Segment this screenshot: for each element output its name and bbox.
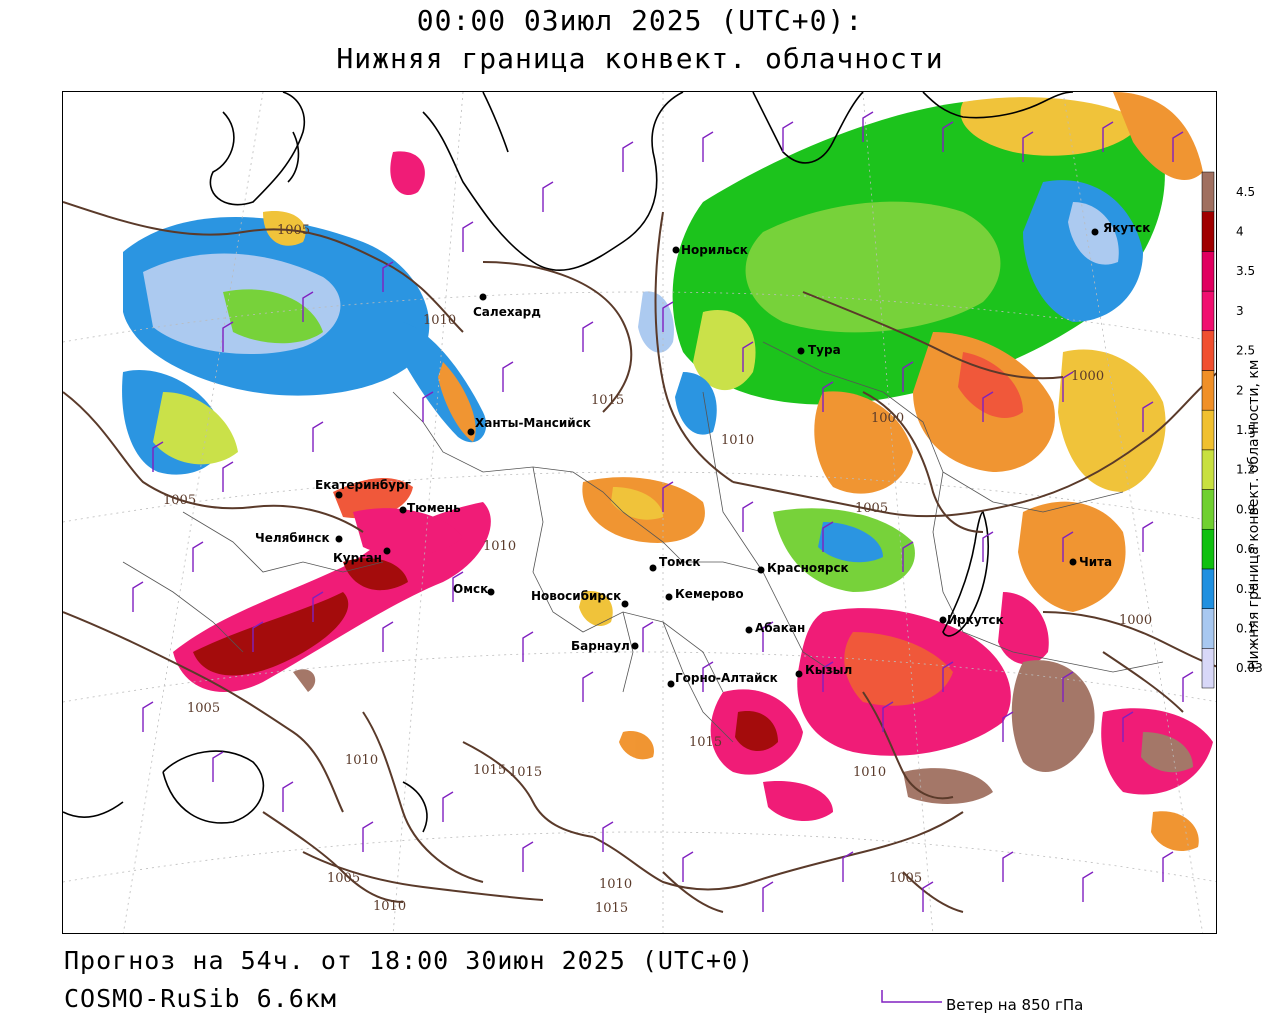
- isobar-label: 1010: [853, 765, 886, 780]
- colorbar-swatches: [1201, 171, 1215, 689]
- city-label: Томск: [659, 555, 701, 569]
- city-label: Салехард: [473, 305, 541, 319]
- colorbar-tick-label: 1.5: [1236, 423, 1255, 437]
- isobar-label: 1010: [423, 313, 456, 328]
- isobar-label: 1005: [327, 871, 360, 886]
- colorbar-swatch: [1201, 290, 1215, 332]
- isobar-label: 1005: [277, 223, 310, 238]
- city-label: Челябинск: [255, 531, 330, 545]
- colorbar-swatch: [1201, 648, 1215, 689]
- isobar-label: 1005: [889, 871, 922, 886]
- city-label: Ханты-Мансийск: [475, 416, 591, 430]
- colorbar-tick-label: 0.03: [1236, 661, 1263, 675]
- wind-legend-icon: [881, 990, 942, 1003]
- colorbar-tick-label: 4.5: [1236, 185, 1255, 199]
- isobar-label: 1010: [721, 433, 754, 448]
- city-label: Чита: [1079, 555, 1112, 569]
- colorbar-swatch: [1201, 489, 1215, 530]
- colorbar-swatch: [1201, 409, 1215, 451]
- wind-legend-label: Ветер на 850 гПа: [946, 996, 1084, 1014]
- colorbar-tick-label: 4: [1236, 225, 1244, 239]
- isobar-label: 1005: [163, 493, 196, 508]
- map-parameter-title: Нижняя граница конвект. облачности: [336, 42, 944, 75]
- coastline: [63, 92, 1074, 833]
- colorbar-swatch: [1201, 251, 1215, 292]
- colorbar: 0.03 0.1 0.3 0.6 0.9 1.2 1.5 2 2.5 3 3.5 4 4.5: [1201, 171, 1263, 689]
- colorbar-swatch: [1201, 370, 1215, 411]
- isobar-labels: 1005 1010 1015 1015 1010 1000 1000 1005 …: [163, 223, 1152, 916]
- city-label: Екатеринбург: [315, 478, 411, 492]
- colorbar-ticks: 0.03 0.1 0.3 0.6 0.9 1.2 1.5 2 2.5 3 3.5 4 4.5: [1236, 185, 1263, 675]
- isobar-label: 1000: [871, 411, 904, 426]
- city-label: Тура: [808, 343, 841, 357]
- colorbar-tick-label: 3: [1236, 304, 1244, 318]
- map-time-title: 00:00 03июл 2025 (UTC+0):: [416, 4, 864, 37]
- city-label: Барнаул: [571, 639, 630, 653]
- isobar-label: 1015: [473, 763, 506, 778]
- city-label: Якутск: [1103, 221, 1150, 235]
- colorbar-tick-label: 0.9: [1236, 502, 1255, 516]
- isobars: [63, 201, 1216, 913]
- city-label: Горно-Алтайск: [675, 671, 778, 685]
- colorbar-tick-label: 1.2: [1236, 463, 1255, 477]
- cloud-base-field: [122, 92, 1213, 852]
- colorbar-tick-label: 2: [1236, 383, 1244, 397]
- isobar-label: 1015: [591, 393, 624, 408]
- colorbar-swatch: [1201, 330, 1215, 371]
- wind-barbs: [132, 111, 1194, 912]
- city-label: Иркутск: [947, 613, 1004, 627]
- isobar-label: 1010: [373, 899, 406, 914]
- colorbar-tick-label: 0.3: [1236, 582, 1255, 596]
- isobar-label: 1015: [509, 765, 542, 780]
- colorbar-tick-label: 3.5: [1236, 264, 1255, 278]
- city-label: Омск: [453, 582, 488, 596]
- city-label: Норильск: [681, 243, 748, 257]
- graticule: [63, 92, 1216, 933]
- model-name: COSMO-RuSib 6.6км: [64, 984, 337, 1013]
- city-label: Красноярск: [767, 561, 849, 575]
- city-label: Кызыл: [805, 663, 852, 677]
- forecast-map: Якутск Норильск Салехард Тура Ханты-Манс…: [62, 91, 1217, 934]
- colorbar-swatch: [1201, 608, 1215, 649]
- forecast-info: Прогноз на 54ч. от 18:00 30июн 2025 (UTC…: [64, 946, 755, 975]
- isobar-label: 1010: [345, 753, 378, 768]
- city-label: Новосибирск: [531, 589, 621, 603]
- colorbar-title: Нижняя граница конвект. облачности, км: [1246, 359, 1262, 670]
- colorbar-tick-label: 2.5: [1236, 344, 1255, 358]
- isobar-label: 1000: [1071, 369, 1104, 384]
- city-label: Тюмень: [407, 501, 461, 515]
- map-canvas: Якутск Норильск Салехард Тура Ханты-Манс…: [63, 92, 1216, 933]
- admin-boundaries: [122, 341, 1164, 743]
- isobar-label: 1015: [595, 901, 628, 916]
- colorbar-swatch: [1201, 528, 1215, 570]
- city-label: Кемерово: [675, 587, 744, 601]
- isobar-label: 1010: [599, 877, 632, 892]
- colorbar-swatch: [1201, 568, 1215, 609]
- colorbar-swatch: [1201, 449, 1215, 490]
- isobar-label: 1000: [1119, 613, 1152, 628]
- colorbar-tick-label: 0.6: [1236, 542, 1255, 556]
- colorbar-tick-label: 0.1: [1236, 621, 1255, 635]
- isobar-label: 1010: [483, 539, 516, 554]
- city-label: Курган: [333, 551, 382, 565]
- colorbar-swatch: [1201, 211, 1215, 252]
- city-labels: Якутск Норильск Салехард Тура Ханты-Манс…: [255, 221, 1150, 685]
- isobar-label: 1005: [187, 701, 220, 716]
- isobar-label: 1005: [855, 501, 888, 516]
- colorbar-swatch: [1201, 171, 1215, 212]
- city-markers: [335, 228, 1099, 688]
- city-label: Абакан: [755, 621, 805, 635]
- isobar-label: 1015: [689, 735, 722, 750]
